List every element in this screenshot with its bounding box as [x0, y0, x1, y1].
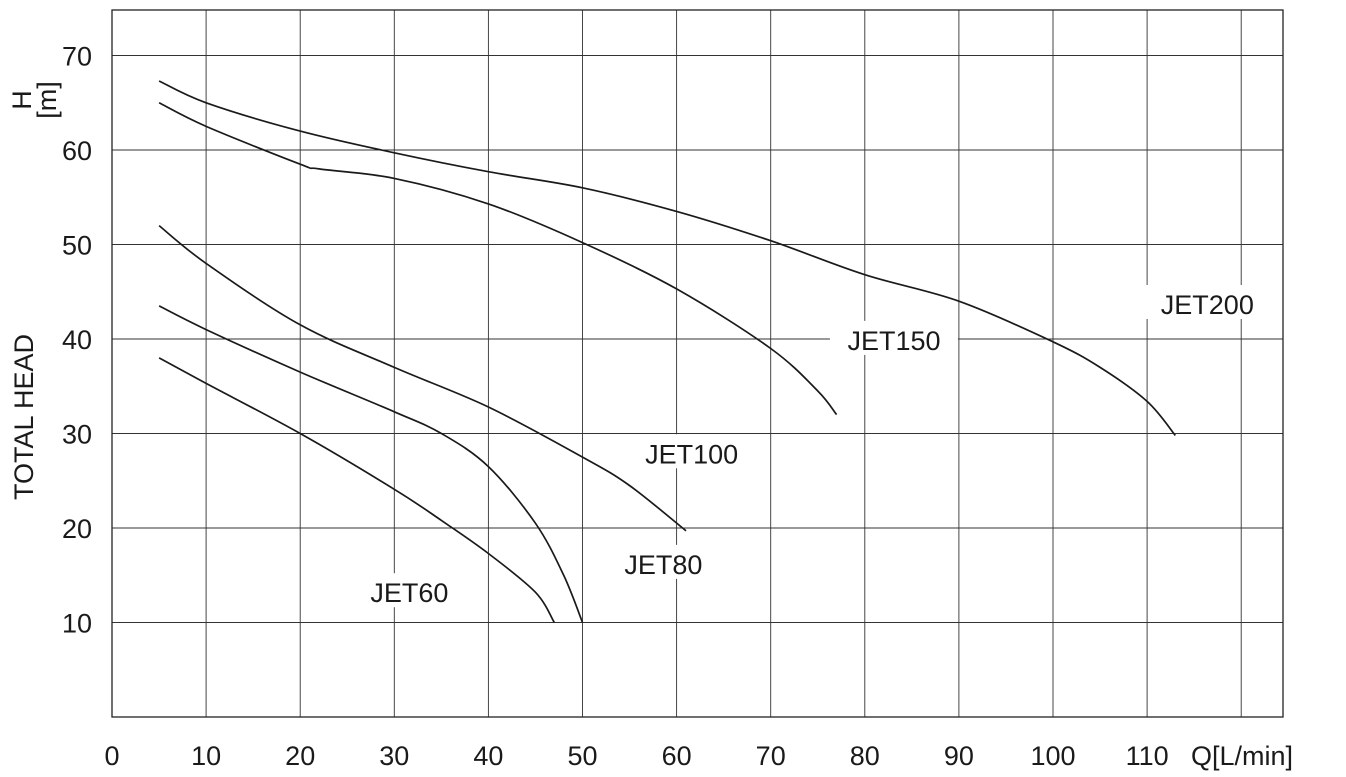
- y-tick-label: 30: [62, 420, 92, 450]
- series-line-jet100: [158, 224, 687, 532]
- y-axis-label: TOTAL HEAD: [9, 334, 39, 500]
- x-tick-label: 50: [567, 741, 597, 771]
- y-tick-label: 60: [62, 136, 92, 166]
- x-tick-label: 20: [285, 741, 315, 771]
- x-tick-label: 0: [104, 741, 119, 771]
- grid: [112, 10, 1283, 717]
- series-line-jet150: [158, 102, 838, 416]
- series-label-jet200: JET200: [1161, 290, 1254, 320]
- series-label-jet100: JET100: [645, 439, 738, 469]
- series-label-bg: [627, 434, 756, 469]
- series-line-jet60: [158, 357, 556, 623]
- x-tick-label: 80: [850, 741, 880, 771]
- x-tick-label: 30: [379, 741, 409, 771]
- y-tick-label: 10: [62, 609, 92, 639]
- series-label-bg: [608, 544, 718, 579]
- x-tick-label: 100: [1030, 741, 1075, 771]
- series-label-bg: [1143, 284, 1272, 319]
- series-line-jet80: [158, 305, 584, 623]
- series-label-jet60: JET60: [370, 578, 448, 608]
- series-label-bg: [354, 573, 464, 608]
- y-tick-label: 20: [62, 514, 92, 544]
- x-tick-label: 70: [756, 741, 786, 771]
- y-tick-label: 50: [62, 231, 92, 261]
- tick-labels: 0 10 20 30 40 50 60 70 80 90 100 110 10 20 30 40 50 60 70: [62, 42, 1169, 772]
- series-label-bg: [829, 320, 958, 355]
- x-axis-label: Q[L/min]: [1191, 741, 1293, 771]
- y-tick-label: 40: [62, 325, 92, 355]
- series-labels: JET60 JET80 JET100 JET150 JET200: [354, 284, 1272, 608]
- y-unit-text: [m]: [32, 81, 62, 119]
- y-tick-label: 70: [62, 42, 92, 72]
- x-tick-label: 90: [944, 741, 974, 771]
- x-tick-label: 110: [1126, 741, 1169, 771]
- x-tick-label: 60: [662, 741, 692, 771]
- series-label-jet80: JET80: [624, 550, 702, 580]
- plot-frame: [111, 9, 1284, 718]
- y-unit-text: H: [7, 90, 37, 110]
- series-group: [158, 80, 1176, 623]
- x-tick-label: 40: [473, 741, 503, 771]
- series-label-jet150: JET150: [847, 326, 940, 356]
- x-tick-label: 10: [191, 741, 221, 771]
- y-axis-unit: H[m]: [7, 81, 62, 119]
- series-line-jet200: [158, 80, 1176, 436]
